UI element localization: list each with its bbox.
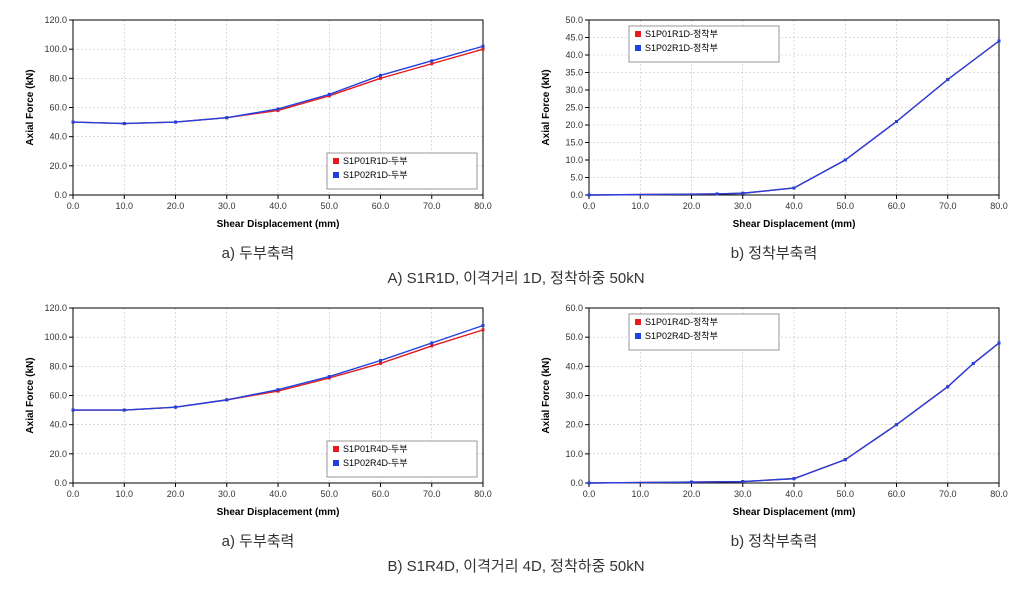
group-caption-A: A) S1R1D, 이격거리 1D, 정착하중 50kN <box>10 267 1022 288</box>
svg-text:30.0: 30.0 <box>218 201 236 211</box>
svg-text:30.0: 30.0 <box>565 85 583 95</box>
svg-text:S1P02R1D-정착부: S1P02R1D-정착부 <box>645 43 718 53</box>
svg-text:S1P02R1D-두부: S1P02R1D-두부 <box>343 170 408 180</box>
svg-text:40.0: 40.0 <box>565 361 583 371</box>
svg-text:35.0: 35.0 <box>565 68 583 78</box>
svg-text:10.0: 10.0 <box>565 449 583 459</box>
svg-text:15.0: 15.0 <box>565 138 583 148</box>
svg-text:0.0: 0.0 <box>67 201 80 211</box>
svg-text:100.0: 100.0 <box>44 44 67 54</box>
svg-text:Axial Force (kN): Axial Force (kN) <box>25 69 36 145</box>
svg-text:50.0: 50.0 <box>565 15 583 25</box>
svg-text:10.0: 10.0 <box>631 489 649 499</box>
svg-text:10.0: 10.0 <box>631 201 649 211</box>
svg-text:80.0: 80.0 <box>990 201 1008 211</box>
svg-text:40.0: 40.0 <box>49 132 67 142</box>
svg-text:S1P01R1D-정착부: S1P01R1D-정착부 <box>645 29 718 39</box>
svg-text:120.0: 120.0 <box>44 303 67 313</box>
svg-text:0.0: 0.0 <box>54 190 67 200</box>
svg-text:S1P01R1D-두부: S1P01R1D-두부 <box>343 156 408 166</box>
svg-text:20.0: 20.0 <box>49 449 67 459</box>
svg-text:20.0: 20.0 <box>167 489 185 499</box>
svg-text:0.0: 0.0 <box>54 478 67 488</box>
chart-a1-wrap: 0.0 10.0 20.0 30.0 40.0 50.0 60.0 70.0 80.0 0.0 20… <box>10 10 506 263</box>
svg-text:20.0: 20.0 <box>49 161 67 171</box>
svg-text:60.0: 60.0 <box>565 303 583 313</box>
svg-text:60.0: 60.0 <box>888 489 906 499</box>
svg-text:70.0: 70.0 <box>939 201 957 211</box>
svg-text:60.0: 60.0 <box>372 489 390 499</box>
svg-text:Shear Displacement (mm): Shear Displacement (mm) <box>733 219 856 230</box>
svg-text:Shear Displacement (mm): Shear Displacement (mm) <box>217 219 340 230</box>
svg-text:10.0: 10.0 <box>115 489 133 499</box>
chart-b1-wrap: 0.0 10.0 20.0 30.0 40.0 50.0 60.0 70.0 80.0 0.0 5.… <box>526 10 1022 263</box>
svg-text:20.0: 20.0 <box>565 420 583 430</box>
svg-text:50.0: 50.0 <box>836 489 854 499</box>
svg-text:120.0: 120.0 <box>44 15 67 25</box>
svg-text:50.0: 50.0 <box>565 332 583 342</box>
svg-text:40.0: 40.0 <box>49 420 67 430</box>
chart-b1: 0.0 10.0 20.0 30.0 40.0 50.0 60.0 70.0 80.0 0.0 5.… <box>534 10 1014 240</box>
svg-text:40.0: 40.0 <box>269 489 287 499</box>
svg-text:0.0: 0.0 <box>583 489 596 499</box>
svg-text:50.0: 50.0 <box>320 489 338 499</box>
svg-text:0.0: 0.0 <box>583 201 596 211</box>
svg-text:20.0: 20.0 <box>683 489 701 499</box>
caption-a2: a) 두부축력 <box>222 530 295 551</box>
svg-text:70.0: 70.0 <box>939 489 957 499</box>
svg-text:0.0: 0.0 <box>570 190 583 200</box>
svg-text:20.0: 20.0 <box>565 120 583 130</box>
caption-a1: a) 두부축력 <box>222 242 295 263</box>
svg-text:30.0: 30.0 <box>734 489 752 499</box>
svg-text:10.0: 10.0 <box>115 201 133 211</box>
figure-grid: 0.0 10.0 20.0 30.0 40.0 50.0 60.0 70.0 80.0 0.0 20… <box>10 10 1022 582</box>
svg-text:80.0: 80.0 <box>990 489 1008 499</box>
svg-text:45.0: 45.0 <box>565 33 583 43</box>
svg-text:70.0: 70.0 <box>423 201 441 211</box>
chart-a2-wrap: 0.0 10.0 20.0 30.0 40.0 50.0 60.0 70.0 80.0 0.0 20… <box>10 298 506 551</box>
svg-text:30.0: 30.0 <box>734 201 752 211</box>
svg-text:60.0: 60.0 <box>372 201 390 211</box>
svg-text:20.0: 20.0 <box>683 201 701 211</box>
svg-text:80.0: 80.0 <box>49 361 67 371</box>
chart-a1: 0.0 10.0 20.0 30.0 40.0 50.0 60.0 70.0 80.0 0.0 20… <box>18 10 498 240</box>
svg-text:40.0: 40.0 <box>785 201 803 211</box>
chart-a2: 0.0 10.0 20.0 30.0 40.0 50.0 60.0 70.0 80.0 0.0 20… <box>18 298 498 528</box>
svg-text:Axial Force (kN): Axial Force (kN) <box>541 69 552 145</box>
svg-text:20.0: 20.0 <box>167 201 185 211</box>
svg-text:60.0: 60.0 <box>49 391 67 401</box>
svg-text:50.0: 50.0 <box>836 201 854 211</box>
svg-text:S1P02R4D-정착부: S1P02R4D-정착부 <box>645 331 718 341</box>
chart-b2: 0.0 10.0 20.0 30.0 40.0 50.0 60.0 70.0 80.0 0.0 10… <box>534 298 1014 528</box>
svg-text:30.0: 30.0 <box>218 489 236 499</box>
svg-text:10.0: 10.0 <box>565 155 583 165</box>
svg-text:Shear Displacement (mm): Shear Displacement (mm) <box>733 507 856 518</box>
svg-text:0.0: 0.0 <box>67 489 80 499</box>
svg-text:80.0: 80.0 <box>49 73 67 83</box>
svg-text:0.0: 0.0 <box>570 478 583 488</box>
svg-text:Axial Force (kN): Axial Force (kN) <box>25 357 36 433</box>
svg-text:80.0: 80.0 <box>474 489 492 499</box>
svg-text:S1P01R4D-정착부: S1P01R4D-정착부 <box>645 317 718 327</box>
group-caption-B: B) S1R4D, 이격거리 4D, 정착하중 50kN <box>10 555 1022 576</box>
svg-text:100.0: 100.0 <box>44 332 67 342</box>
caption-b2: b) 정착부축력 <box>731 530 818 551</box>
svg-text:60.0: 60.0 <box>888 201 906 211</box>
svg-text:40.0: 40.0 <box>269 201 287 211</box>
svg-text:5.0: 5.0 <box>570 173 583 183</box>
svg-text:25.0: 25.0 <box>565 103 583 113</box>
chart-b2-wrap: 0.0 10.0 20.0 30.0 40.0 50.0 60.0 70.0 80.0 0.0 10… <box>526 298 1022 551</box>
svg-text:S1P02R4D-두부: S1P02R4D-두부 <box>343 458 408 468</box>
svg-text:30.0: 30.0 <box>565 391 583 401</box>
caption-b1: b) 정착부축력 <box>731 242 818 263</box>
svg-text:50.0: 50.0 <box>320 201 338 211</box>
svg-text:Axial Force (kN): Axial Force (kN) <box>541 357 552 433</box>
svg-text:40.0: 40.0 <box>565 50 583 60</box>
svg-text:40.0: 40.0 <box>785 489 803 499</box>
svg-text:80.0: 80.0 <box>474 201 492 211</box>
svg-text:Shear Displacement (mm): Shear Displacement (mm) <box>217 507 340 518</box>
svg-text:70.0: 70.0 <box>423 489 441 499</box>
svg-text:S1P01R4D-두부: S1P01R4D-두부 <box>343 444 408 454</box>
svg-text:60.0: 60.0 <box>49 103 67 113</box>
